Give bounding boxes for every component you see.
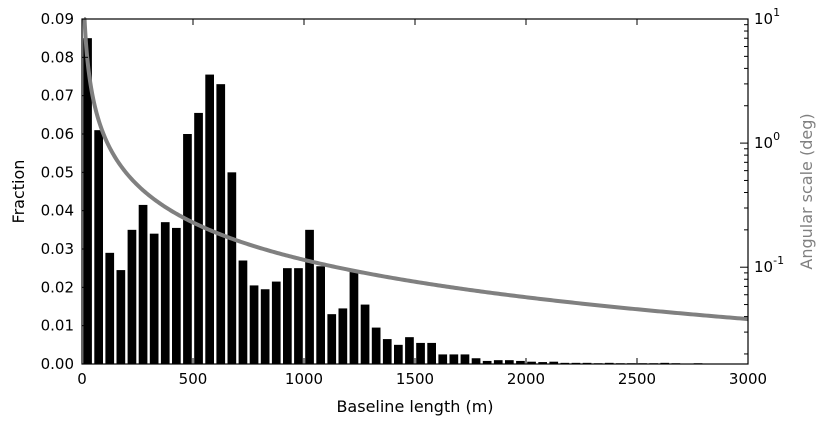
y2-tick-label: 100 — [754, 130, 780, 152]
bar — [394, 344, 403, 364]
y-tick-label: 0.05 — [41, 163, 74, 181]
bar — [538, 362, 547, 364]
y-tick-label: 0.04 — [41, 202, 74, 220]
bar — [305, 229, 314, 364]
bar — [327, 314, 337, 364]
bar — [127, 229, 137, 364]
bar — [438, 354, 448, 364]
bar — [316, 266, 325, 364]
y-axis-left: 0.00 0.01 0.02 0.03 0.04 0.05 0.06 0.07 0.08 0.09 — [41, 10, 88, 373]
bar — [493, 360, 503, 364]
bar — [371, 327, 381, 364]
x-tick-label: 1500 — [396, 370, 434, 388]
bar — [194, 112, 203, 365]
bar — [382, 339, 392, 364]
x-axis-title: Baseline length (m) — [336, 397, 493, 416]
bar — [216, 84, 226, 365]
bar — [138, 204, 148, 364]
bar — [294, 268, 303, 364]
bar — [249, 285, 259, 364]
bar — [83, 38, 92, 365]
x-tick-label: 3000 — [729, 370, 767, 388]
bar — [238, 260, 248, 364]
bar — [227, 172, 237, 364]
bar — [471, 358, 481, 364]
x-tick-label: 500 — [179, 370, 208, 388]
angular-scale-curve — [82, 17, 749, 322]
bar — [283, 268, 292, 364]
bar — [172, 227, 181, 364]
y2-tick-label: 10-1 — [754, 254, 784, 276]
x-tick-label: 1000 — [285, 370, 323, 388]
y-tick-label: 0.06 — [41, 125, 74, 143]
bar — [94, 130, 103, 364]
bar — [271, 281, 281, 364]
bar — [116, 270, 126, 364]
bar — [527, 361, 536, 364]
y-tick-label: 0.09 — [41, 10, 74, 28]
bar — [405, 337, 414, 364]
bar — [427, 342, 436, 364]
x-tick-label: 0 — [77, 370, 87, 388]
y-axis-right: 101 100 10-1 — [740, 6, 784, 355]
bar — [183, 134, 192, 364]
bar — [260, 289, 270, 364]
bar — [482, 360, 492, 364]
bar — [516, 360, 525, 364]
y-tick-label: 0.07 — [41, 87, 74, 105]
bar — [505, 360, 514, 364]
bar — [105, 252, 115, 364]
y-tick-label: 0.08 — [41, 48, 74, 66]
bar — [205, 74, 214, 364]
y-tick-label: 0.03 — [41, 240, 74, 258]
bar — [338, 308, 348, 364]
y2-axis-title: Angular scale (deg) — [797, 113, 816, 269]
y-tick-label: 0.01 — [41, 317, 74, 335]
y2-tick-label: 101 — [754, 6, 780, 28]
x-axis: 0 500 1000 1500 2000 2500 3000 — [77, 19, 767, 388]
x-tick-label: 2500 — [618, 370, 656, 388]
bar — [149, 233, 159, 364]
bar — [449, 354, 459, 364]
bar — [360, 304, 370, 364]
y-tick-label: 0.00 — [41, 355, 74, 373]
bar — [160, 222, 170, 364]
bar — [349, 270, 359, 364]
bar-series — [83, 38, 747, 365]
y-axis-title: Fraction — [9, 160, 28, 224]
bar — [549, 361, 559, 364]
bar — [460, 354, 470, 364]
x-tick-label: 2000 — [507, 370, 545, 388]
y-tick-label: 0.02 — [41, 278, 74, 296]
bar — [416, 342, 425, 364]
